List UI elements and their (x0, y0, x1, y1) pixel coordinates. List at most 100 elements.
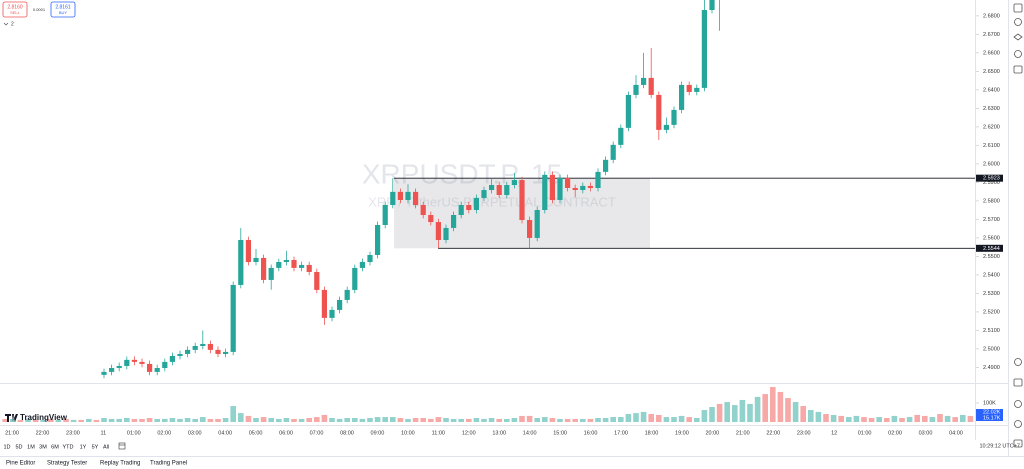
volume-bar (405, 418, 411, 422)
volume-bar (580, 418, 586, 422)
price-label: 2.5600 (983, 235, 1000, 241)
volume-bar (739, 399, 746, 422)
time-label: 05:00 (249, 430, 263, 436)
volume-bar (314, 417, 320, 422)
volume-bar (101, 418, 107, 422)
bottom-tab[interactable]: Trading Panel (150, 461, 187, 467)
range-button[interactable]: 5Y (92, 444, 99, 450)
volume-bar (891, 415, 898, 422)
volume-bar (906, 417, 913, 422)
price-label: 2.6300 (983, 106, 1000, 112)
sidebar-icon[interactable] (1014, 400, 1022, 408)
volume-bar (716, 403, 723, 422)
volume-bar (762, 394, 768, 422)
range-button[interactable]: 1M (27, 444, 35, 450)
volume-bar (169, 418, 176, 422)
calendar-icon[interactable] (118, 442, 126, 450)
volume-bar (63, 418, 69, 422)
volume-bar (450, 418, 457, 422)
volume-tag (976, 415, 1003, 421)
volume-bar (146, 418, 153, 422)
bottom-tab[interactable]: Pine Editor (6, 461, 35, 467)
volume-bar (656, 414, 662, 422)
collapse-chevron[interactable] (3, 22, 9, 26)
volume-bar (420, 418, 426, 422)
sidebar-icon[interactable] (1014, 50, 1022, 58)
volume-bar (215, 418, 221, 422)
volume-bar (473, 418, 480, 422)
sidebar-icon[interactable] (1013, 439, 1023, 448)
volume-bar (792, 402, 799, 422)
price-label: 2.5900 (983, 180, 1000, 186)
sidebar-icon[interactable] (1014, 18, 1022, 26)
candle-body (321, 289, 327, 318)
candle-body (451, 214, 457, 228)
range-button[interactable]: 6M (51, 444, 59, 450)
candle-body (549, 174, 555, 201)
range-button[interactable]: 3M (39, 444, 47, 450)
price-label: 2.6100 (983, 143, 1000, 149)
bottom-tab[interactable]: Strategy Tester (47, 461, 87, 467)
candle-body (625, 94, 631, 128)
candle-body (603, 159, 609, 172)
volume-bar (222, 418, 229, 422)
price-label: 2.5500 (983, 254, 1000, 260)
candle-body (595, 171, 601, 188)
buy-price: 2.8161 (55, 4, 71, 10)
indicator-count: 2 (11, 21, 14, 27)
price-label: 2.5100 (983, 328, 1000, 334)
candle-body (147, 363, 153, 372)
volume-bar (329, 418, 335, 422)
range-button[interactable]: 1Y (80, 444, 87, 450)
candle-body (473, 197, 479, 211)
candle-body (435, 222, 441, 240)
candle-body (268, 267, 274, 280)
volume-bar (838, 415, 844, 422)
volume-bar (139, 418, 145, 422)
candle-body (109, 368, 115, 372)
sidebar-icon[interactable] (1013, 65, 1023, 74)
price-label: 2.6500 (983, 69, 1000, 75)
candle-body (686, 84, 692, 92)
volume-bar (944, 415, 951, 422)
sell-button[interactable] (2, 1, 28, 18)
sidebar-icon[interactable] (1014, 358, 1022, 366)
volume-bar (40, 419, 46, 422)
candle-body (162, 361, 168, 369)
time-label: 01:00 (858, 430, 872, 436)
volume-bar (557, 418, 563, 422)
volume-bar (671, 417, 677, 422)
volume-bar (640, 411, 647, 422)
volume-bar (929, 417, 936, 422)
volume-bar (504, 418, 510, 422)
candle-body (504, 185, 510, 196)
volume-bar (192, 418, 198, 422)
volume-bar (390, 417, 396, 422)
volume-bar (618, 417, 624, 422)
range-button[interactable]: YTD (63, 444, 74, 450)
volume-bar (352, 418, 358, 422)
candle-body (177, 353, 183, 356)
candle-body (557, 177, 563, 201)
range-button[interactable]: All (103, 444, 109, 450)
level-tag (976, 174, 1003, 182)
sidebar-icon[interactable] (1013, 33, 1023, 41)
range-button[interactable]: 1D (3, 444, 10, 450)
time-label: 23:00 (797, 430, 811, 436)
sidebar-icon[interactable] (1013, 3, 1023, 13)
volume-bar (511, 418, 518, 422)
volume-bar (283, 418, 290, 422)
volume-bar (800, 406, 806, 422)
time-label: 14:00 (523, 430, 537, 436)
volume-bar (32, 419, 39, 422)
sidebar-icon[interactable] (1014, 420, 1022, 428)
sidebar-icon[interactable] (1013, 378, 1023, 387)
volume-bar (230, 406, 236, 422)
time-label: 07:00 (310, 430, 324, 436)
buy-button[interactable] (50, 1, 76, 18)
bottom-tab[interactable]: Replay Trading (100, 461, 140, 467)
range-button[interactable]: 5D (15, 444, 22, 450)
candle-body (610, 144, 616, 160)
candle-body (192, 345, 198, 350)
